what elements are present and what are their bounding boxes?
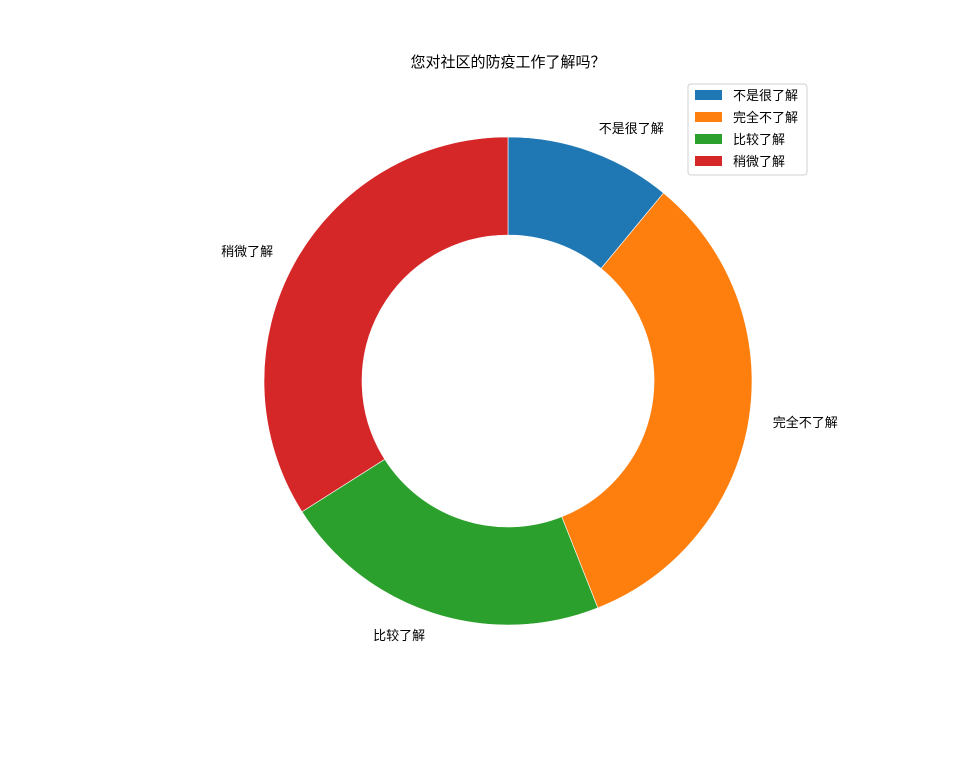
slice-4 bbox=[263, 136, 509, 513]
legend-label-3: 比较了解 bbox=[733, 133, 785, 148]
legend-swatch-1 bbox=[695, 90, 722, 100]
slice-label-2: 完全不了解 bbox=[773, 415, 838, 431]
legend-label-1: 不是很了解 bbox=[733, 89, 798, 104]
slice-2 bbox=[561, 192, 753, 609]
legend-label-4: 稍微了解 bbox=[733, 155, 785, 170]
chart-title: 您对社区的防疫工作了解吗？ bbox=[410, 53, 605, 71]
legend-swatch-2 bbox=[695, 112, 722, 122]
slice-label-4: 稍微了解 bbox=[221, 245, 273, 260]
legend-frame bbox=[687, 83, 808, 176]
donut-slices bbox=[263, 136, 753, 626]
slice-label-1: 不是很了解 bbox=[599, 122, 664, 137]
legend-swatch-4 bbox=[695, 156, 722, 166]
slice-3 bbox=[301, 458, 599, 626]
legend-label-2: 完全不了解 bbox=[733, 110, 798, 126]
legend-swatch-3 bbox=[695, 134, 722, 144]
slice-label-3: 比较了解 bbox=[373, 629, 425, 644]
